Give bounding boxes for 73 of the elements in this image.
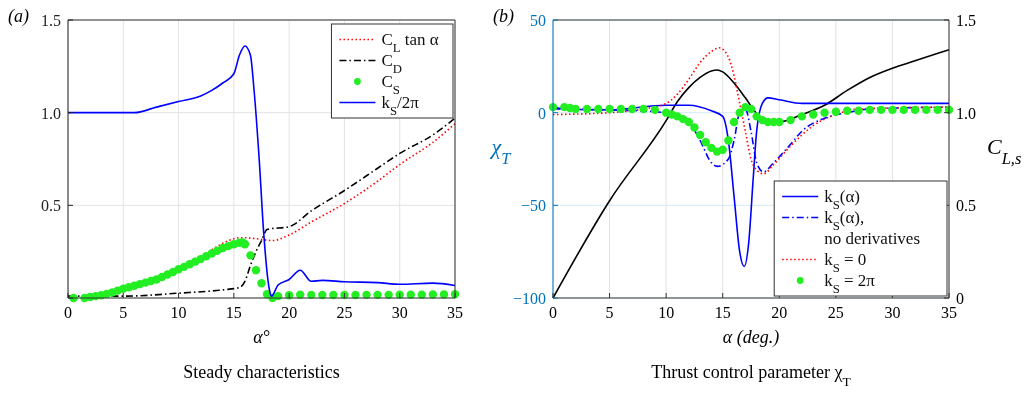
x-tick-label: 30 (391, 304, 408, 321)
x-tick-label: 30 (884, 304, 901, 321)
y2-tick-label: 1.5 (956, 12, 976, 29)
y-tick-label: 50 (530, 12, 546, 29)
point (246, 251, 255, 260)
x-tick-label: 5 (119, 304, 128, 321)
point (718, 145, 727, 154)
point (582, 104, 592, 114)
point (809, 110, 818, 119)
point (775, 117, 784, 127)
point (695, 130, 705, 140)
point (786, 115, 795, 125)
y2-tick-label: 1.0 (956, 104, 976, 122)
y-tick-label: 1.5 (41, 12, 61, 29)
point (650, 105, 660, 115)
text: Thrust control parameter χ$_{T}$ (651, 362, 852, 389)
point (729, 117, 739, 127)
point (933, 105, 942, 115)
text: (a) (8, 6, 29, 27)
point (628, 104, 637, 114)
legend-label: k$_{S}$(α) (824, 186, 861, 212)
x-tick-label: 10 (658, 304, 675, 321)
x-tick-label: 25 (336, 304, 353, 321)
point (594, 104, 603, 114)
y-tick-label: 0 (538, 104, 546, 122)
point (639, 104, 648, 114)
point (735, 108, 744, 117)
point (820, 108, 829, 117)
legend-label: k$_{S}$ = 0 (824, 249, 867, 275)
legend-label: C$_{L}$ tan α (381, 29, 439, 55)
point (616, 104, 626, 114)
point (865, 105, 874, 115)
y-tick-label: −100 (512, 290, 546, 307)
point (571, 104, 580, 114)
y-axis-title: χ$_{T}$ (489, 134, 513, 168)
point (842, 106, 852, 116)
point (724, 136, 733, 145)
point (854, 106, 863, 116)
point (797, 112, 807, 121)
y2-axis-title: C$_{L,s}$ (987, 134, 1022, 168)
y-tick-label: 1.0 (41, 104, 61, 122)
x-tick-label: 15 (714, 304, 731, 321)
point (251, 266, 261, 275)
y-tick-label: 0.5 (41, 197, 61, 215)
x-tick-label: 0 (64, 304, 72, 321)
x-axis-title: α (deg.) (722, 327, 780, 348)
point (831, 107, 841, 116)
x-tick-label: 35 (941, 304, 957, 321)
point (605, 104, 614, 114)
y-tick-label: −50 (520, 197, 546, 215)
point (922, 105, 931, 115)
point (746, 104, 756, 114)
x-tick-label: 20 (281, 304, 298, 321)
point (684, 117, 693, 127)
x-axis-title: α° (253, 327, 270, 347)
y2-tick-label: 0 (956, 290, 964, 307)
y2-tick-label: 0.5 (956, 197, 976, 215)
point (888, 105, 897, 115)
x-tick-label: 0 (549, 304, 557, 321)
point (899, 105, 908, 115)
x-tick-label: 25 (827, 304, 844, 321)
text: Steady characteristics (183, 362, 340, 382)
point (876, 105, 886, 115)
text: (b) (493, 6, 514, 27)
x-tick-label: 35 (447, 304, 463, 321)
point (690, 123, 699, 132)
x-tick-label: 10 (170, 304, 187, 321)
x-tick-label: 15 (225, 304, 242, 321)
point (701, 138, 710, 147)
x-tick-label: 5 (605, 304, 614, 321)
point (910, 105, 920, 115)
x-tick-label: 20 (771, 304, 788, 321)
point (257, 278, 266, 288)
